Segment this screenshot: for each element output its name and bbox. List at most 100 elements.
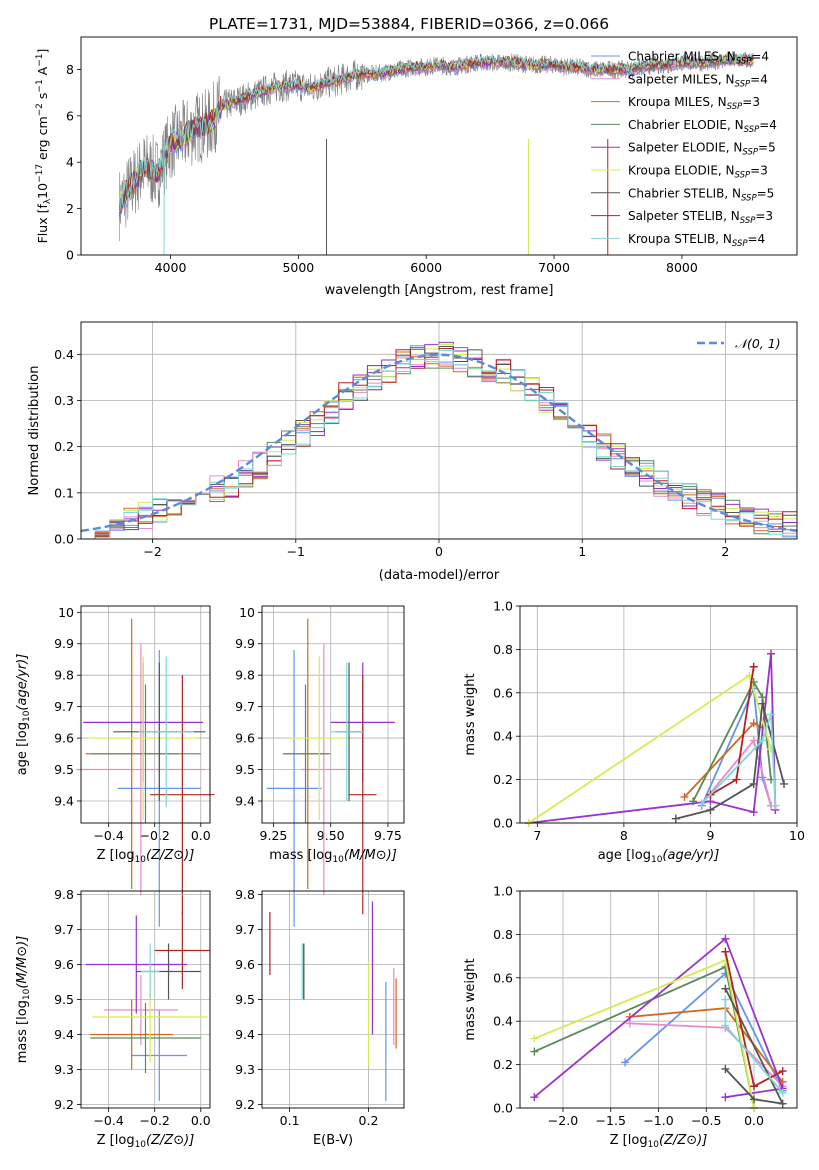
x-tick-label: 4000 bbox=[155, 260, 187, 275]
x-tick-label: 10 bbox=[789, 828, 805, 843]
x-tick-label: −0.4 bbox=[93, 1113, 123, 1128]
y-tick-label: 0.6 bbox=[493, 970, 513, 985]
x-axis-label: Z [log10(Z/Z⊙)] bbox=[97, 848, 195, 865]
x-tick-label: 0.0 bbox=[744, 1113, 764, 1128]
y-tick-label: 0.8 bbox=[493, 642, 513, 657]
weight-marker bbox=[721, 984, 730, 993]
x-axis-label: mass [log10(M/M⊙)] bbox=[269, 848, 397, 865]
spectrum-panel: PLATE=1731, MJD=53884, FIBERID=0366, z=0… bbox=[35, 15, 798, 298]
age-vs-Z-panel: −0.4 −0.2 0.0 9.4 9.5 9.6 9.7 9.8 9.9 10 Z [log10(… bbox=[15, 605, 215, 927]
y-tick-label: 9.6 bbox=[235, 957, 255, 972]
legend-label: Chabrier ELODIE, NSSP=4 bbox=[628, 118, 777, 135]
legend-label: Kroupa MILES, NSSP=3 bbox=[628, 95, 760, 112]
y-tick-label: 9.9 bbox=[235, 636, 255, 651]
axes-frame bbox=[80, 36, 798, 256]
weight-marker bbox=[706, 805, 715, 814]
y-tick-label: 0 bbox=[66, 248, 74, 263]
y-tick-label: 9.7 bbox=[235, 699, 255, 714]
x-tick-label: 9.75 bbox=[374, 828, 402, 843]
y-tick-label: 9.5 bbox=[54, 992, 74, 1007]
x-tick-label: −0.4 bbox=[93, 828, 123, 843]
weight-line bbox=[701, 714, 777, 806]
x-axis-label: (data-model)/error bbox=[379, 568, 500, 583]
weight-marker bbox=[771, 801, 780, 810]
axes-frame bbox=[519, 890, 798, 1109]
weight-line bbox=[533, 959, 755, 1109]
weight-marker bbox=[530, 1047, 539, 1056]
y-tick-label: 9.7 bbox=[54, 922, 74, 937]
x-tick-label: −1.5 bbox=[596, 1113, 626, 1128]
y-tick-label: 9.7 bbox=[54, 699, 74, 714]
age-vs-mass-panel: 9.25 9.50 9.75 9.4 9.5 9.6 9.7 9.8 9.9 10 mass [lo… bbox=[235, 605, 405, 927]
weight-line bbox=[533, 937, 784, 1099]
x-tick-label: 5000 bbox=[282, 260, 314, 275]
x-tick-label: 7000 bbox=[538, 260, 570, 275]
x-tick-label: 6000 bbox=[410, 260, 442, 275]
x-tick-label: −1 bbox=[287, 544, 305, 559]
y-tick-label: 4 bbox=[66, 155, 74, 170]
x-tick-label: 0.0 bbox=[191, 1113, 211, 1128]
y-tick-label: 0.2 bbox=[493, 1057, 513, 1072]
y-tick-label: 1.0 bbox=[493, 884, 513, 899]
x-axis-label: wavelength [Angstrom, rest frame] bbox=[325, 283, 554, 298]
weight-marker bbox=[767, 710, 776, 719]
model-spectrum bbox=[118, 52, 754, 213]
y-tick-label: 9.6 bbox=[54, 731, 74, 746]
weight-marker bbox=[749, 719, 758, 728]
y-tick-label: 6 bbox=[66, 108, 74, 123]
weight-marker bbox=[697, 799, 706, 808]
x-tick-label: 1 bbox=[578, 544, 586, 559]
weight-marker bbox=[767, 745, 776, 754]
weight-marker bbox=[750, 1095, 759, 1104]
weight-marker bbox=[721, 1064, 730, 1073]
y-tick-label: 9.4 bbox=[54, 1027, 74, 1042]
x-axis-label: age [log10(age/yr)] bbox=[598, 848, 720, 865]
y-tick-label: 9.2 bbox=[54, 1097, 74, 1112]
y-tick-label: 0.2 bbox=[54, 439, 74, 454]
axes-frame bbox=[80, 605, 211, 824]
y-tick-label: 0.2 bbox=[493, 772, 513, 787]
x-axis-label: Z [log10(Z/Z⊙)] bbox=[610, 1133, 708, 1150]
y-tick-label: 0.0 bbox=[493, 816, 513, 831]
y-axis-label: Flux [fλ10−17 erg cm−2 s−1 A−1] bbox=[35, 49, 53, 244]
weight-marker bbox=[778, 1099, 787, 1108]
x-tick-label: −2 bbox=[143, 544, 161, 559]
x-tick-label: −0.2 bbox=[140, 828, 170, 843]
legend-label: Chabrier STELIB, NSSP=5 bbox=[628, 186, 774, 203]
legend-label: Kroupa STELIB, NSSP=4 bbox=[628, 232, 765, 249]
y-tick-label: 9.4 bbox=[54, 793, 74, 808]
y-tick-label: 0.8 bbox=[493, 927, 513, 942]
x-tick-label: 0 bbox=[435, 544, 443, 559]
legend-label: 𝒩(0, 1) bbox=[735, 336, 781, 351]
y-tick-label: 2 bbox=[66, 201, 74, 216]
weight-marker bbox=[758, 736, 767, 745]
weight-marker bbox=[721, 1021, 730, 1030]
y-tick-label: 0.0 bbox=[493, 1101, 513, 1116]
y-tick-label: 9.3 bbox=[235, 1062, 255, 1077]
axes-frame bbox=[261, 890, 405, 1109]
weight-marker bbox=[780, 779, 789, 788]
x-tick-label: 9 bbox=[706, 828, 714, 843]
weight-marker bbox=[721, 1093, 730, 1102]
x-tick-label: 0.0 bbox=[191, 828, 211, 843]
y-tick-label: 9.7 bbox=[235, 922, 255, 937]
weight-marker bbox=[758, 699, 767, 708]
weight-line bbox=[724, 988, 785, 1105]
x-tick-label: −1.0 bbox=[643, 1113, 673, 1128]
y-axis-label: mass [log10(M/M⊙)] bbox=[15, 936, 32, 1064]
mass-vs-Z-panel: −0.4 −0.2 0.0 9.2 9.3 9.4 9.5 9.6 9.7 9.8 Z [log10… bbox=[15, 887, 211, 1150]
x-tick-label: 8 bbox=[620, 828, 628, 843]
y-tick-label: 0.4 bbox=[493, 729, 513, 744]
mass-vs-ebv-panel: 0.1 0.2 9.2 9.3 9.4 9.5 9.6 9.7 9.8 E(B-V) bbox=[235, 887, 405, 1148]
y-tick-label: 9.8 bbox=[235, 887, 255, 902]
weight-marker bbox=[749, 736, 758, 745]
legend-label: Kroupa ELODIE, NSSP=3 bbox=[628, 164, 768, 181]
x-tick-label: −2.0 bbox=[548, 1113, 578, 1128]
x-tick-label: 9.25 bbox=[260, 828, 288, 843]
mass-weight-vs-Z-panel: −2.0 −1.5 −1.0 −0.5 0.0 0.0 0.2 0.4 0.6 0.8 1.0 Z [… bbox=[463, 884, 798, 1150]
weight-marker bbox=[749, 662, 758, 671]
y-tick-label: 0.1 bbox=[54, 485, 74, 500]
y-tick-label: 0.3 bbox=[54, 393, 74, 408]
y-tick-label: 9.8 bbox=[235, 668, 255, 683]
